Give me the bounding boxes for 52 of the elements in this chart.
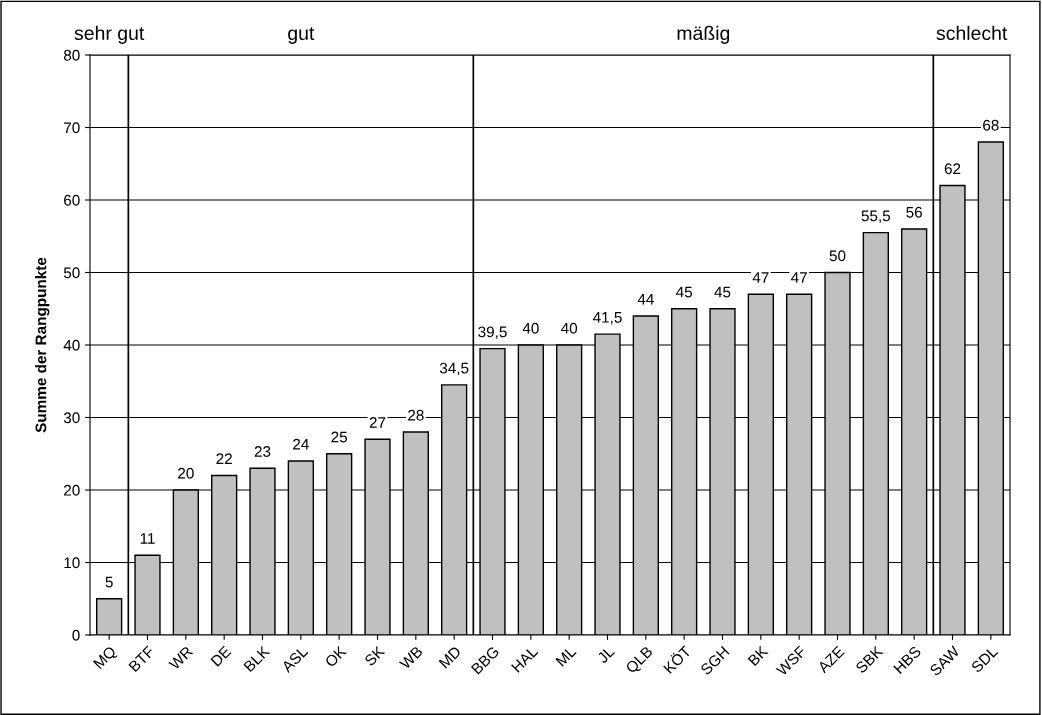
x-tick-label: OK — [324, 645, 347, 668]
x-tick-label: ML — [555, 645, 577, 667]
x-tick-label: QLB — [625, 645, 656, 676]
data-label: 45 — [714, 286, 731, 298]
data-label: 47 — [791, 272, 807, 283]
data-label: 20 — [178, 467, 194, 479]
data-label: 40 — [522, 322, 539, 334]
data-label: 68 — [983, 119, 999, 131]
y-tick-label: 50 — [63, 267, 80, 279]
y-tick-label: 0 — [72, 629, 80, 641]
y-tick-label: 10 — [64, 557, 80, 569]
data-label: 11 — [140, 533, 155, 544]
data-label: 44 — [637, 293, 654, 305]
text: sehr gut — [74, 25, 145, 44]
data-label: 28 — [408, 409, 424, 421]
x-tick-label: WR — [168, 645, 194, 671]
data-label: 40 — [561, 322, 578, 334]
data-label: 27 — [369, 417, 386, 428]
y-axis-title: Summe der Rangpunkte — [35, 257, 50, 433]
data-label: 50 — [829, 250, 846, 262]
x-tick-label: HAL — [511, 645, 539, 673]
y-tick-label: 20 — [64, 484, 80, 496]
data-label: 22 — [216, 453, 232, 464]
y-tick-label: 70 — [64, 122, 80, 134]
x-tick-label: SK — [363, 645, 386, 667]
x-tick-label: MQ — [92, 645, 119, 672]
x-tick-label: BK — [747, 645, 769, 667]
text: gut — [288, 27, 315, 44]
data-label: 24 — [293, 438, 309, 450]
x-tick-label: ASL — [280, 645, 309, 674]
data-label: 23 — [254, 446, 271, 457]
data-label: 39,5 — [478, 326, 507, 340]
x-tick-label: SDL — [970, 645, 999, 674]
text: mäßig — [677, 25, 730, 44]
x-tick-label: DE — [210, 645, 232, 667]
y-tick-label: 80 — [63, 49, 80, 61]
y-tick-label: 40 — [63, 339, 80, 351]
data-label: 62 — [944, 163, 961, 175]
data-label: 56 — [906, 206, 922, 218]
data-label: 47 — [752, 272, 769, 283]
data-label: 25 — [331, 431, 348, 443]
y-tick-label: 60 — [64, 194, 80, 206]
data-label: 55,5 — [861, 210, 891, 224]
text: schlecht — [936, 25, 1008, 41]
x-tick-label: JL — [596, 645, 616, 664]
data-label: 5 — [105, 576, 113, 588]
x-tick-label: MD — [438, 645, 462, 669]
y-tick-label: 30 — [63, 412, 80, 424]
data-label: 45 — [676, 286, 693, 298]
x-tick-label: WB — [398, 645, 424, 670]
data-label: 34,5 — [439, 362, 469, 376]
data-label: 41,5 — [592, 312, 622, 325]
